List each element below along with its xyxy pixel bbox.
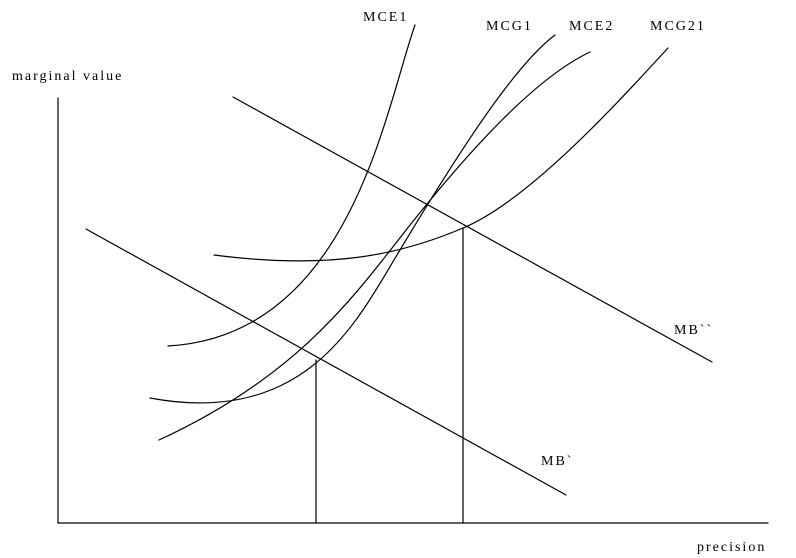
mce2-curve	[158, 51, 591, 441]
mb-high-label: MB``	[674, 323, 713, 338]
y-axis-label: marginal value	[12, 69, 123, 84]
mce1-label: MCE1	[363, 10, 408, 25]
mcg21-curve	[213, 47, 669, 262]
mcg21-label: MCG21	[650, 19, 706, 34]
mcg1-label: MCG1	[486, 19, 533, 34]
mce1-curve	[167, 24, 416, 347]
x-axis-label: precision	[697, 540, 766, 555]
mcg1-curve	[149, 34, 556, 404]
mb-low-label: MB`	[541, 454, 573, 469]
mce2-label: MCE2	[569, 19, 614, 34]
mb-high-line	[232, 96, 713, 363]
mb-low-line	[85, 228, 567, 496]
